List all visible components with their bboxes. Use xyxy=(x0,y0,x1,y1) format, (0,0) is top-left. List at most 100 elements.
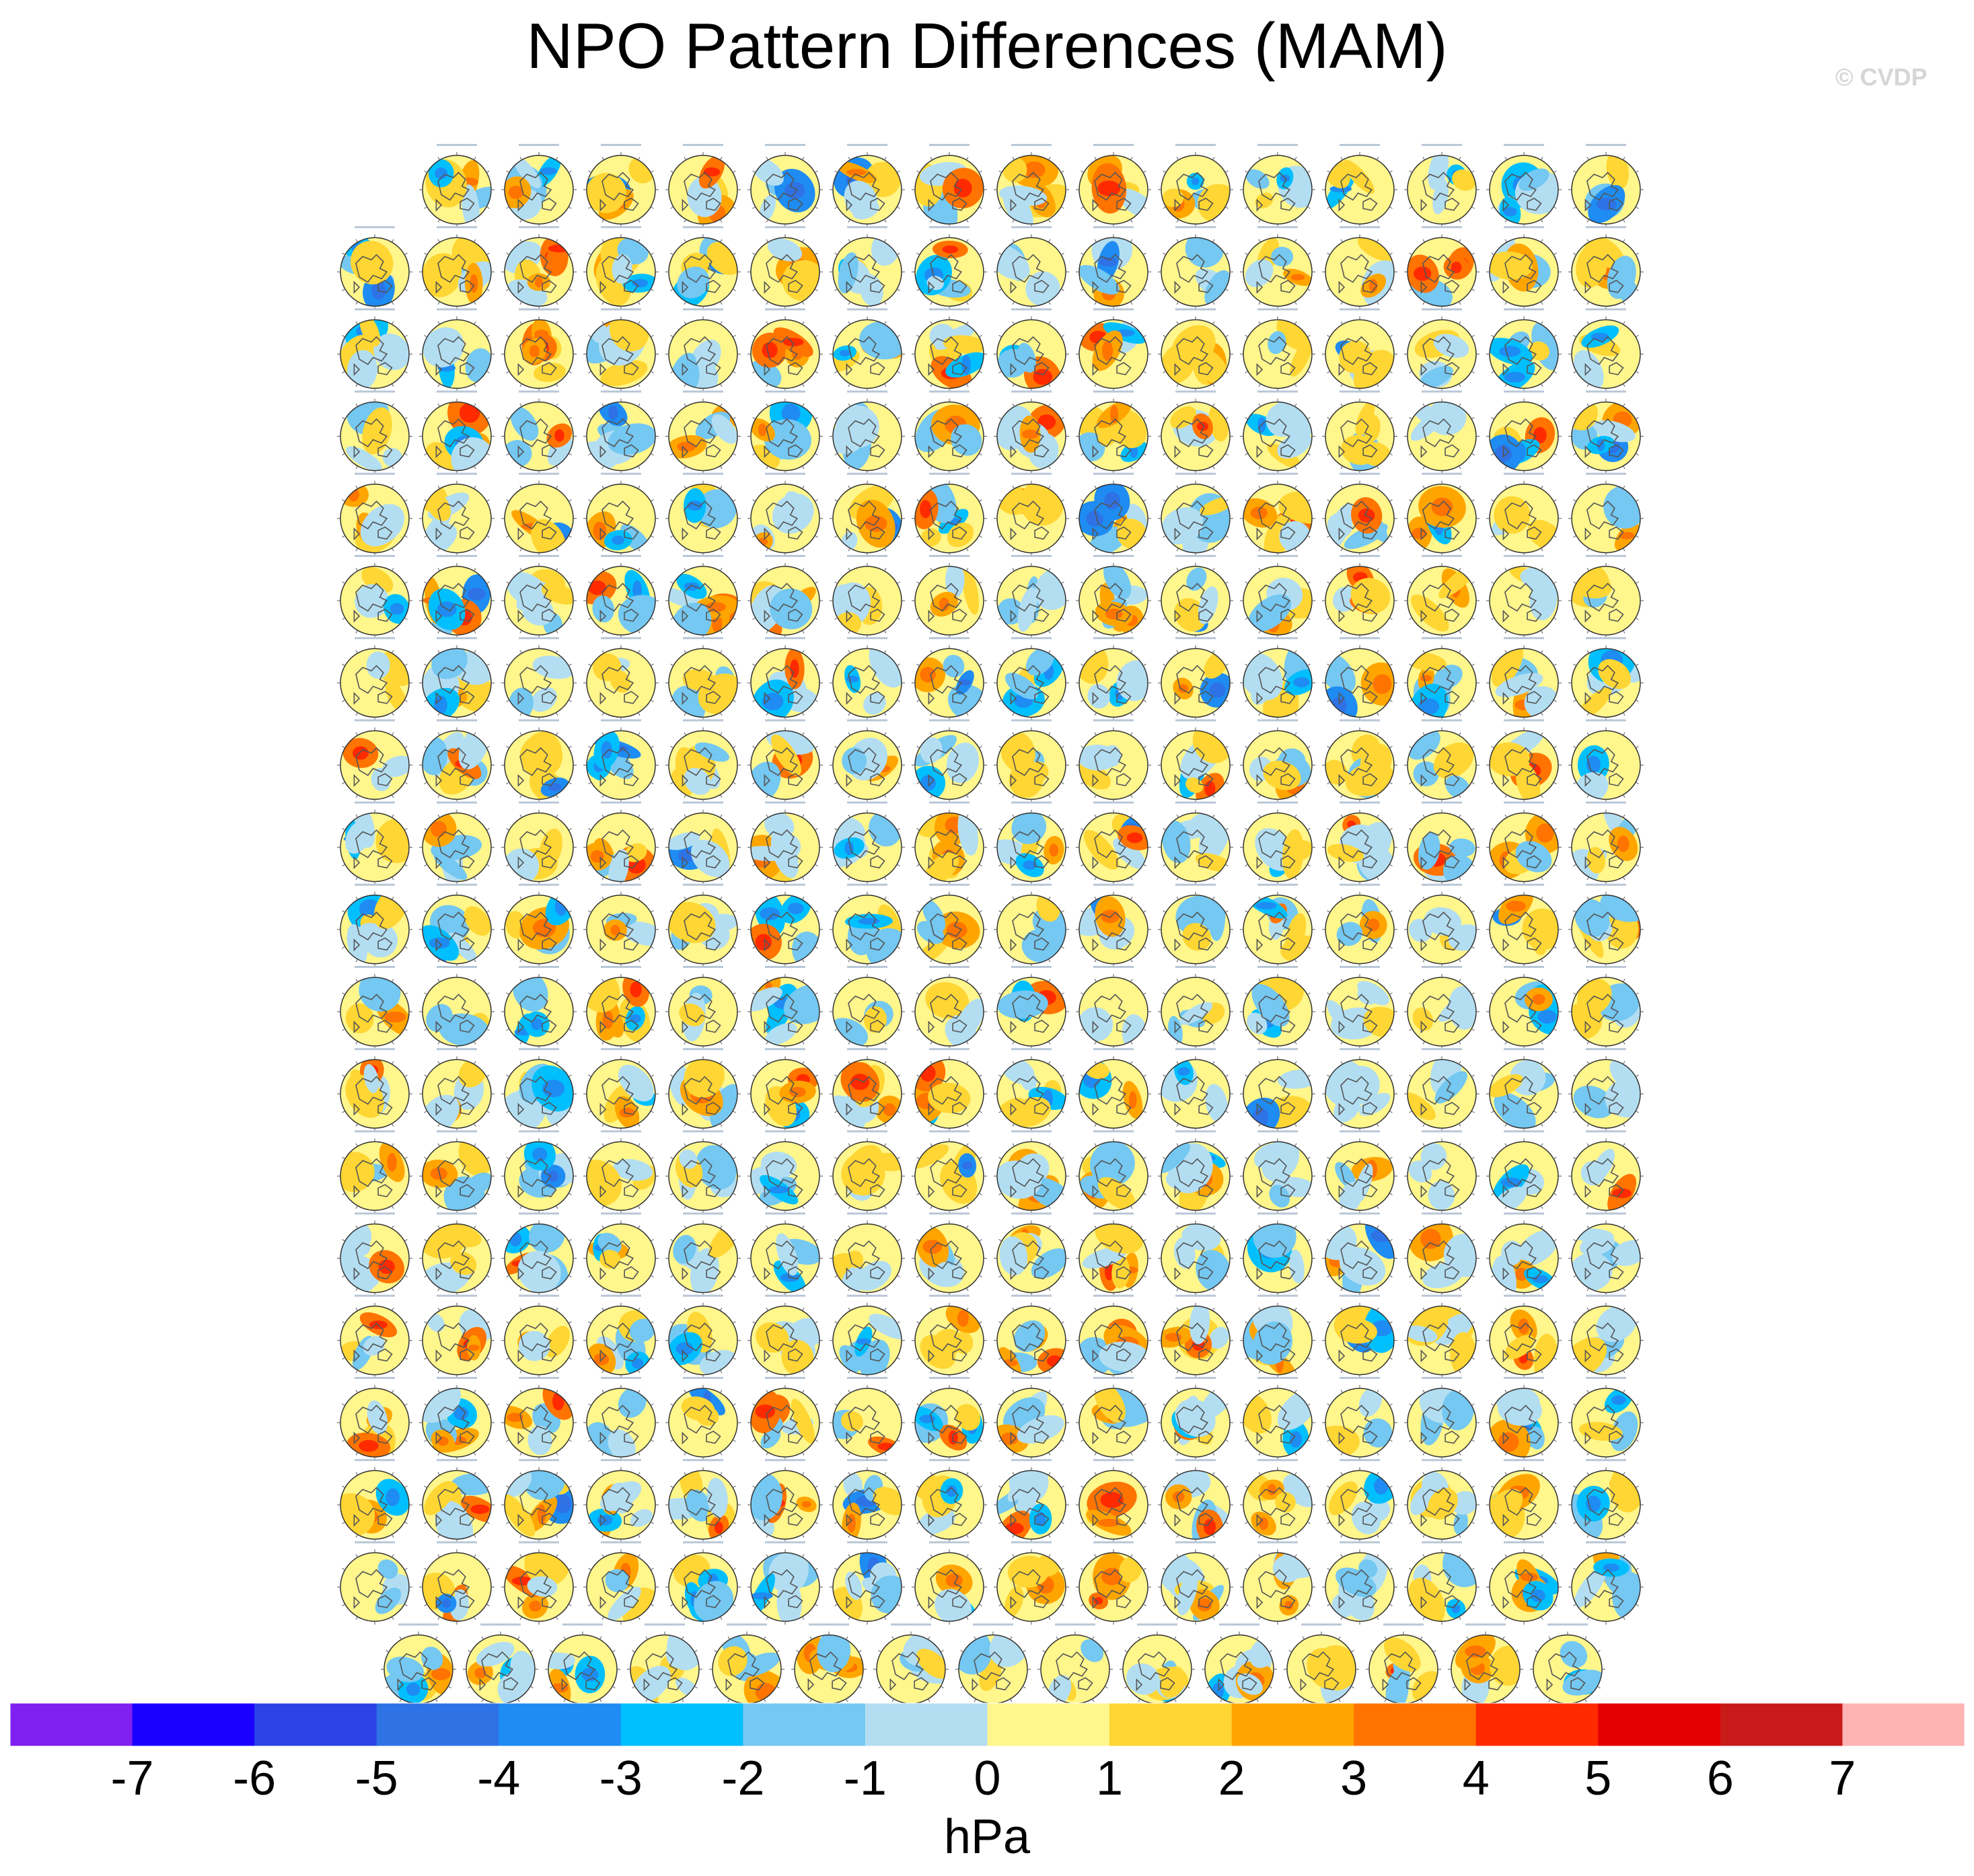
lon-tick xyxy=(1258,465,1261,470)
coastline xyxy=(1338,527,1346,541)
map-panel xyxy=(337,555,412,638)
anomaly-blob xyxy=(610,670,631,693)
map-panel xyxy=(1486,472,1562,556)
lon-tick xyxy=(1081,745,1085,749)
coastline xyxy=(952,855,967,869)
lon-tick xyxy=(998,1028,1002,1031)
lon-tick xyxy=(519,157,522,161)
lon-tick xyxy=(1130,876,1133,880)
map-panel xyxy=(830,144,905,227)
panel-caption xyxy=(847,308,887,311)
lon-tick xyxy=(519,712,522,716)
lon-tick xyxy=(896,170,900,173)
map-panel xyxy=(1322,226,1397,310)
lon-tick xyxy=(966,712,969,716)
lon-tick xyxy=(1541,301,1543,305)
coastline xyxy=(1584,527,1592,541)
lon-tick xyxy=(766,732,768,736)
lon-tick xyxy=(1459,1061,1461,1065)
lon-tick xyxy=(1012,794,1015,798)
anomaly-blob xyxy=(945,566,965,599)
lon-tick xyxy=(1623,814,1625,818)
anomaly-core xyxy=(1504,371,1525,383)
lon-tick xyxy=(1176,979,1179,983)
coastline xyxy=(766,747,799,776)
lon-tick xyxy=(1212,548,1215,552)
lon-tick xyxy=(684,712,686,716)
panel-caption xyxy=(847,966,887,968)
panel-caption xyxy=(1586,308,1626,311)
coastline xyxy=(437,747,470,776)
lon-tick xyxy=(1060,1193,1064,1195)
map-panel xyxy=(994,637,1069,721)
lon-tick xyxy=(1327,252,1331,256)
lon-tick xyxy=(1541,465,1543,470)
lon-tick xyxy=(1081,417,1085,420)
coastline xyxy=(1034,937,1050,951)
lon-tick xyxy=(601,465,604,470)
lon-tick xyxy=(1389,252,1393,256)
lon-tick xyxy=(404,252,408,256)
anomaly-core xyxy=(1049,843,1059,857)
lon-tick xyxy=(978,617,982,620)
lon-tick xyxy=(1130,568,1133,572)
map-panel xyxy=(337,308,412,392)
lon-tick xyxy=(1422,712,1425,716)
map-panel xyxy=(501,1048,577,1132)
lon-tick xyxy=(1504,301,1507,305)
coastline xyxy=(377,691,393,704)
lon-tick xyxy=(1094,876,1097,880)
coastline xyxy=(1340,336,1373,365)
lon-tick xyxy=(650,289,654,291)
anomaly-core xyxy=(1177,1067,1190,1076)
map-panel xyxy=(419,637,495,721)
lon-tick xyxy=(519,630,522,634)
panel-caption xyxy=(1422,801,1462,804)
lon-tick xyxy=(424,946,428,949)
anomaly-blob xyxy=(1079,265,1120,295)
coastline xyxy=(684,500,717,530)
lon-tick xyxy=(884,630,887,634)
lon-tick xyxy=(588,417,592,420)
lon-tick xyxy=(568,334,572,338)
map-panel xyxy=(1404,144,1479,227)
lon-tick xyxy=(752,700,756,702)
lon-tick xyxy=(1060,700,1064,702)
anomaly-blob xyxy=(1576,243,1608,288)
map-panel xyxy=(912,1048,987,1132)
lon-tick xyxy=(437,732,440,736)
lon-tick xyxy=(752,581,756,584)
anomaly-core xyxy=(784,182,805,200)
lon-tick xyxy=(1573,417,1577,420)
panel-caption xyxy=(437,966,477,968)
lon-tick xyxy=(342,663,346,667)
lon-tick xyxy=(1422,814,1425,818)
lon-tick xyxy=(1294,321,1297,325)
lon-tick xyxy=(486,745,490,749)
map-panel xyxy=(583,1130,659,1214)
coastline xyxy=(353,856,361,870)
lon-tick xyxy=(1377,301,1379,305)
anomaly-core xyxy=(1023,860,1037,870)
panel-caption xyxy=(1011,966,1052,968)
map-panel xyxy=(665,1130,741,1214)
coastline xyxy=(1094,172,1127,201)
anomaly-blob xyxy=(782,593,805,615)
lon-tick xyxy=(1459,1123,1461,1127)
lon-tick xyxy=(1471,782,1475,784)
lon-tick xyxy=(814,864,818,867)
lon-tick xyxy=(766,794,768,798)
lon-tick xyxy=(1224,745,1229,749)
lon-tick xyxy=(998,1111,1002,1113)
lon-tick xyxy=(486,1111,490,1113)
panel-caption xyxy=(437,1130,477,1133)
lon-tick xyxy=(404,946,408,949)
lon-tick xyxy=(1541,630,1543,634)
panel-caption xyxy=(1011,144,1052,146)
panel-caption xyxy=(1257,144,1298,146)
lon-tick xyxy=(1635,828,1639,831)
lon-tick xyxy=(342,1193,346,1195)
lon-tick xyxy=(1081,170,1085,173)
lon-tick xyxy=(1409,289,1413,291)
panel-caption xyxy=(1175,308,1216,311)
